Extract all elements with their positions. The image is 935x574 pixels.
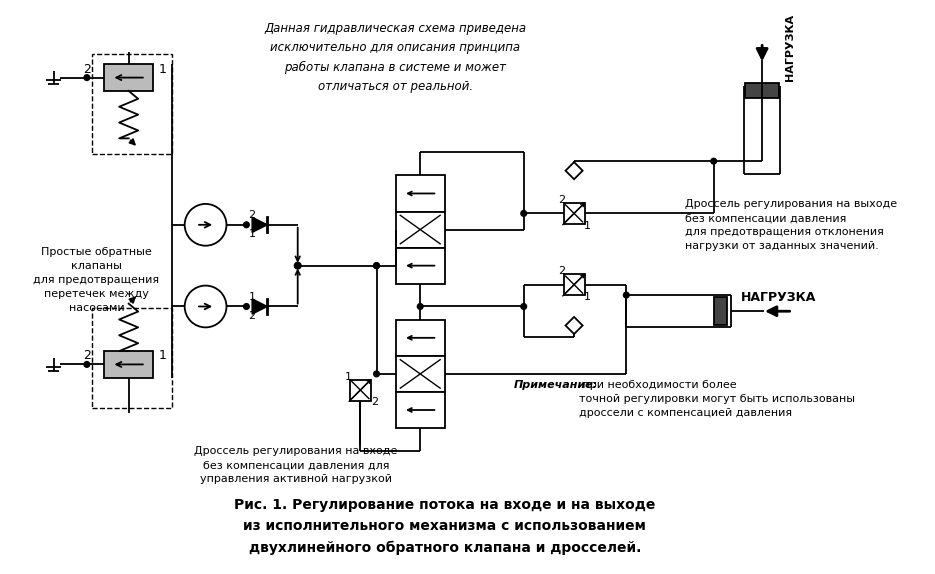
Circle shape [711, 158, 716, 164]
Bar [104, 64, 153, 91]
Text: 1: 1 [583, 221, 591, 231]
Bar [92, 308, 172, 408]
Text: 2: 2 [249, 210, 255, 220]
Text: Данная гидравлическая схема приведена
исключительно для описания принципа
работы: Данная гидравлическая схема приведена ис… [265, 22, 526, 93]
Text: 1: 1 [583, 292, 591, 302]
Circle shape [521, 304, 526, 309]
Text: 1: 1 [159, 350, 166, 362]
Circle shape [84, 75, 90, 80]
Text: 1: 1 [249, 229, 255, 239]
Bar [396, 211, 445, 247]
Bar [745, 83, 779, 99]
Bar [396, 392, 445, 428]
Circle shape [243, 304, 250, 309]
Bar [396, 356, 445, 392]
Bar [396, 247, 445, 284]
Text: при необходимости более
точной регулировки могут быть использованы
дроссели с ко: при необходимости более точной регулиров… [579, 379, 855, 418]
Polygon shape [566, 317, 583, 334]
Bar [564, 203, 584, 224]
Bar [396, 176, 445, 211]
Text: 1: 1 [159, 63, 166, 76]
Circle shape [624, 292, 629, 298]
Bar [396, 320, 445, 356]
Circle shape [374, 371, 380, 377]
Text: 2: 2 [83, 63, 91, 76]
Text: НАГРУЗКА: НАГРУЗКА [784, 14, 795, 81]
Bar [92, 54, 172, 154]
Text: Дроссель регулирования на входе
без компенсации давления для
управления активной: Дроссель регулирования на входе без комп… [194, 446, 397, 484]
Text: Дроссель регулирования на выходе
без компенсации давления
для предотвращения отк: Дроссель регулирования на выходе без ком… [685, 199, 898, 251]
Text: 2: 2 [558, 195, 566, 205]
Text: 2: 2 [558, 266, 566, 276]
Circle shape [243, 222, 250, 228]
Text: 2: 2 [249, 311, 255, 321]
Polygon shape [252, 299, 267, 314]
Text: 1: 1 [344, 372, 352, 382]
Circle shape [185, 286, 226, 327]
Circle shape [295, 262, 301, 269]
Bar [713, 297, 727, 325]
Text: Простые обратные
клапаны
для предотвращения
перетечек между
насосами: Простые обратные клапаны для предотвраще… [34, 247, 160, 313]
Text: НАГРУЗКА: НАГРУЗКА [741, 292, 816, 304]
Polygon shape [252, 217, 267, 232]
Text: 2: 2 [83, 350, 91, 362]
Text: Рис. 1. Регулирование потока на входе и на выходе
из исполнительного механизма с: Рис. 1. Регулирование потока на входе и … [235, 498, 655, 555]
Circle shape [417, 304, 423, 309]
Circle shape [374, 263, 380, 269]
Circle shape [185, 204, 226, 246]
Text: 1: 1 [249, 292, 255, 302]
Circle shape [521, 211, 526, 216]
Bar [350, 379, 371, 401]
Text: 2: 2 [371, 397, 378, 408]
Circle shape [84, 362, 90, 367]
Circle shape [374, 263, 380, 269]
Bar [104, 351, 153, 378]
Text: Примечание:: Примечание: [514, 379, 598, 390]
Bar [564, 274, 584, 295]
Polygon shape [566, 162, 583, 179]
